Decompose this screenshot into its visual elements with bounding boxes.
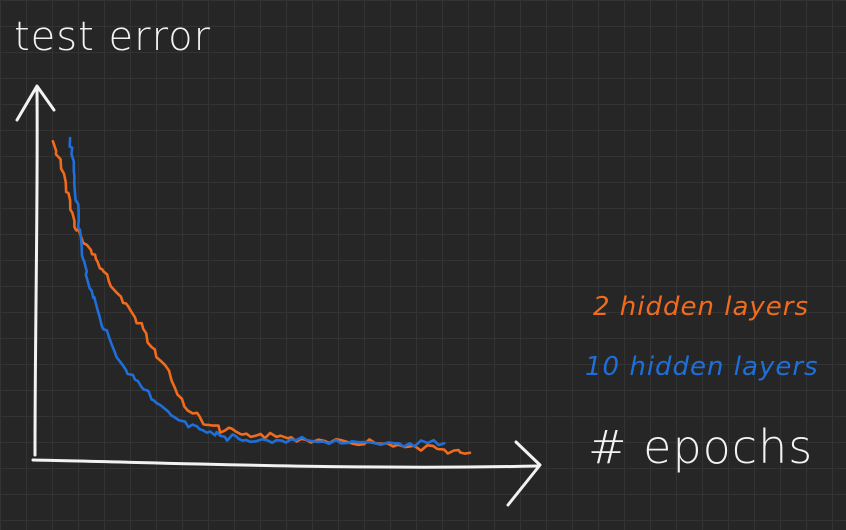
y-axis-arrowhead xyxy=(15,84,56,122)
x-axis-label: # epochs xyxy=(588,420,814,474)
series-line-2-hidden-layers xyxy=(51,139,472,455)
series-layer xyxy=(51,136,472,455)
legend-item-2-hidden-layers: 2 hidden layers xyxy=(593,292,810,322)
y-axis xyxy=(33,88,39,457)
x-axis xyxy=(31,458,540,469)
y-axis-label: test error xyxy=(14,14,212,60)
series-line-10-hidden-layers xyxy=(68,136,446,448)
x-axis-arrowhead xyxy=(506,440,542,507)
legend-item-10-hidden-layers: 10 hidden layers xyxy=(585,352,819,382)
